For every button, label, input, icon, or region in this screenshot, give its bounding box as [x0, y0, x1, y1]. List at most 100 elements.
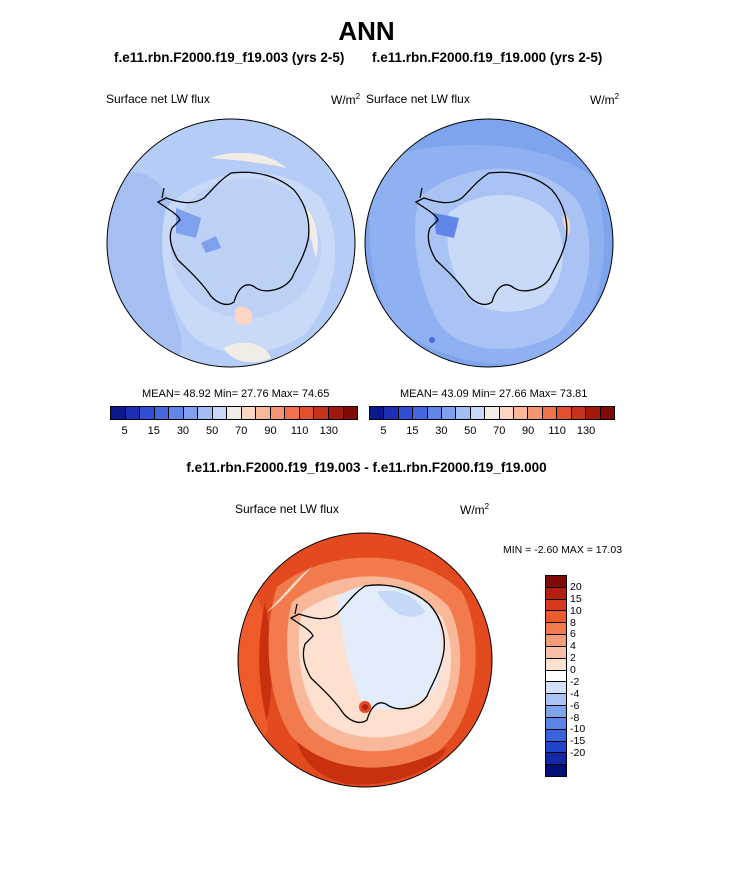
difference-colorbar-tick-label: -4 — [570, 687, 580, 700]
difference-colorbar-swatch — [546, 741, 566, 754]
difference-colorbar-tick-label: -10 — [570, 723, 586, 736]
diff-panel-variable: Surface net LW flux — [235, 502, 339, 516]
left-colorbar-tick-label: 110 — [290, 425, 309, 437]
right-colorbar-swatch — [542, 407, 558, 419]
difference-colorbar-swatch — [546, 646, 566, 659]
left-colorbar-ticks: 5 15 30 50 70 90 110 130 — [110, 425, 358, 439]
right-panel-case-title: f.e11.rbn.F2000.f19_f19.000 (yrs 2-5) — [372, 50, 603, 65]
left-panel-case-title: f.e11.rbn.F2000.f19_f19.003 (yrs 2-5) — [114, 50, 345, 65]
right-colorbar-tick-label: 5 — [380, 425, 387, 437]
right-polar-map — [364, 118, 614, 368]
right-colorbar-swatch — [470, 407, 486, 419]
right-colorbar-swatch — [571, 407, 587, 419]
difference-colorbar-swatch — [546, 635, 566, 647]
left-colorbar-tick-label: 90 — [264, 425, 277, 437]
right-colorbar-swatch — [485, 407, 500, 419]
figure-title: ANN — [338, 16, 395, 46]
right-colorbar-swatch — [557, 407, 572, 419]
left-colorbar-swatch — [241, 407, 257, 419]
left-colorbar-swatch — [299, 407, 315, 419]
difference-colorbar-tick-label: -15 — [570, 735, 586, 748]
right-colorbar-swatch — [398, 407, 414, 419]
right-colorbar-swatch — [442, 407, 457, 419]
difference-colorbar-tick-label: -6 — [570, 699, 580, 712]
difference-colorbar — [545, 575, 567, 777]
left-colorbar-tick-label: 50 — [205, 425, 219, 437]
left-colorbar-swatch — [183, 407, 199, 419]
right-colorbar-swatch — [514, 407, 529, 419]
left-colorbar-swatch — [111, 407, 126, 419]
difference-colorbar-tick-label: 4 — [570, 640, 576, 653]
left-colorbar-tick-label: 70 — [235, 425, 248, 437]
right-colorbar-tick-label: 70 — [493, 425, 506, 437]
right-colorbar-tick-label: 130 — [576, 425, 596, 437]
left-panel-variable: Surface net LW flux — [106, 92, 210, 106]
right-colorbar-swatch — [600, 407, 614, 419]
right-colorbar-swatch — [427, 407, 443, 419]
difference-colorbar-swatch — [546, 576, 566, 588]
right-colorbar-tick-label: 90 — [522, 425, 535, 437]
left-colorbar-swatch — [270, 407, 286, 419]
left-colorbar-swatch — [212, 407, 228, 419]
difference-colorbar-swatch — [546, 717, 566, 730]
right-colorbar-tick-label: 110 — [548, 425, 566, 437]
left-colorbar-swatch — [125, 407, 141, 419]
left-colorbar-tick-label: 5 — [121, 425, 128, 437]
difference-colorbar-swatch — [546, 611, 566, 624]
difference-colorbar-tick-label: 10 — [570, 604, 582, 617]
right-colorbar-swatch — [499, 407, 515, 419]
right-colorbar-swatch — [456, 407, 471, 419]
difference-colorbar-ticks: 20 15 10 8 6 4 2 0 -2 -4 -6 -8 -10 -15 -20 — [570, 575, 610, 777]
right-colorbar-tick-label: 50 — [464, 425, 477, 437]
difference-case-title: f.e11.rbn.F2000.f19_f19.003 - f.e11.rbn.… — [186, 460, 547, 475]
right-colorbar-swatch — [370, 407, 385, 419]
difference-colorbar-tick-label: 2 — [570, 652, 576, 665]
difference-colorbar-swatch — [546, 670, 566, 683]
difference-colorbar-swatch — [546, 729, 566, 742]
left-colorbar-swatch — [154, 407, 170, 419]
left-colorbar-tick-label: 130 — [319, 425, 338, 437]
difference-colorbar-tick-label: 0 — [570, 664, 576, 677]
right-panel-units: W/m2 — [590, 92, 620, 107]
left-colorbar — [110, 406, 358, 420]
difference-colorbar-swatch — [546, 765, 566, 777]
right-colorbar-swatch — [384, 407, 399, 419]
difference-colorbar-tick-label: 15 — [570, 592, 582, 605]
difference-colorbar-swatch — [546, 694, 566, 707]
left-colorbar-swatch — [285, 407, 300, 419]
right-panel-stats: MEAN= 43.09 Min= 27.66 Max= 73.81 — [400, 388, 588, 400]
left-colorbar-swatch — [198, 407, 213, 419]
left-colorbar-swatch — [256, 407, 271, 419]
difference-colorbar-swatch — [546, 658, 566, 671]
right-colorbar — [369, 406, 615, 420]
left-panel-stats: MEAN= 48.92 Min= 27.76 Max= 74.65 — [142, 388, 330, 400]
right-colorbar-tick-label: 30 — [435, 425, 448, 437]
right-colorbar-swatch — [586, 407, 601, 419]
difference-colorbar-swatch — [546, 753, 566, 766]
difference-colorbar-tick-label: -8 — [570, 711, 580, 724]
right-colorbar-ticks: 5 15 30 50 70 90 110 130 — [369, 425, 615, 439]
left-colorbar-tick-label: 15 — [147, 425, 160, 437]
right-panel-variable: Surface net LW flux — [366, 92, 470, 106]
difference-colorbar-swatch — [546, 599, 566, 612]
difference-polar-map — [237, 532, 493, 788]
difference-colorbar-tick-label: -2 — [570, 675, 580, 688]
difference-colorbar-swatch — [546, 706, 566, 718]
right-colorbar-tick-label: 15 — [406, 425, 419, 437]
left-colorbar-swatch — [328, 407, 344, 419]
right-colorbar-swatch — [528, 407, 543, 419]
left-colorbar-swatch — [343, 407, 358, 419]
diff-panel-units: W/m2 — [460, 502, 490, 517]
difference-colorbar-tick-label: -20 — [570, 747, 586, 760]
difference-colorbar-tick-label: 20 — [570, 580, 582, 593]
right-colorbar-swatch — [413, 407, 428, 419]
left-colorbar-swatch — [227, 407, 242, 419]
left-polar-map — [106, 118, 356, 368]
difference-colorbar-swatch — [546, 623, 566, 636]
left-colorbar-swatch — [314, 407, 329, 419]
left-colorbar-swatch — [169, 407, 184, 419]
left-panel-units: W/m2 — [331, 92, 361, 107]
difference-colorbar-tick-label: 8 — [570, 616, 576, 629]
difference-colorbar-swatch — [546, 587, 566, 600]
difference-colorbar-swatch — [546, 682, 566, 695]
